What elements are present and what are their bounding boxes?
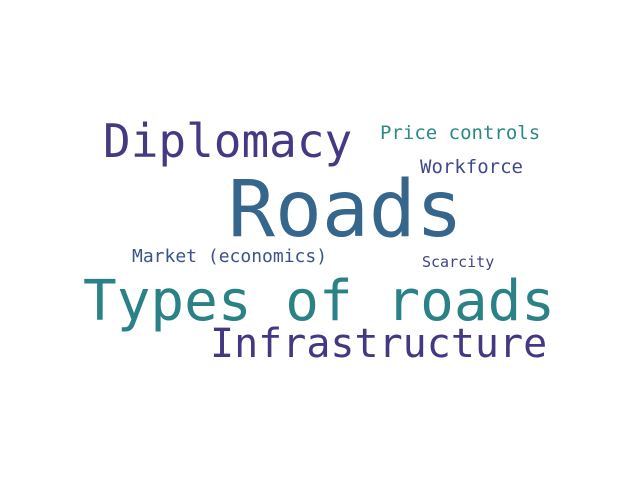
word-scarcity: Scarcity <box>422 253 495 271</box>
word-price-controls: Price controls <box>380 122 541 144</box>
word-market-economics: Market (economics) <box>132 246 328 267</box>
word-infrastructure: Infrastructure <box>210 321 548 367</box>
word-roads: Roads <box>228 165 463 255</box>
word-workforce: Workforce <box>420 156 523 178</box>
word-types-of-roads: Types of roads <box>83 269 556 334</box>
word-cloud: Diplomacy Price controls Workforce Roads… <box>83 111 568 369</box>
word-diplomacy: Diplomacy <box>103 114 353 168</box>
